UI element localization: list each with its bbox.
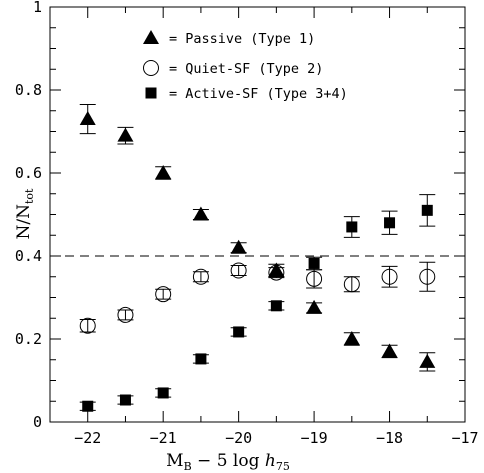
series-active-sf <box>79 194 436 412</box>
x-axis-title-base: M <box>166 451 183 471</box>
data-marks <box>79 104 436 412</box>
data-point-quiet-sf <box>117 306 134 323</box>
data-point-quiet-sf <box>306 270 323 287</box>
data-point-active-sf <box>233 326 245 338</box>
data-point-passive <box>343 331 360 345</box>
x-tick-label: −17 <box>451 429 478 447</box>
y-tick-label: 0.4 <box>15 247 42 265</box>
x-tick-label: −21 <box>150 429 177 447</box>
legend-marker-active-sf <box>145 87 157 99</box>
x-axis-title-hsub: 75 <box>276 460 290 473</box>
legend-label-active-sf: = Active-SF (Type 3+4) <box>169 86 348 102</box>
data-point-passive <box>192 206 209 221</box>
legend: = Passive (Type 1) = Quiet-SF (Type 2) = A… <box>143 30 348 102</box>
data-point-active-sf <box>82 400 94 412</box>
x-axis-title-rest: − 5 log <box>192 451 265 471</box>
x-tick-label: −20 <box>225 429 252 447</box>
data-point-passive <box>381 343 398 358</box>
y-tick-label: 0.8 <box>15 81 42 99</box>
data-point-active-sf <box>421 204 433 216</box>
data-point-quiet-sf <box>419 268 436 285</box>
data-point-quiet-sf <box>79 317 96 334</box>
data-point-passive <box>117 127 134 142</box>
y-axis-title: N/Ntot <box>14 188 36 240</box>
series-passive <box>79 104 436 372</box>
data-point-active-sf <box>195 353 207 365</box>
data-point-passive <box>79 111 96 126</box>
data-point-quiet-sf <box>192 268 209 285</box>
x-tick-label: −18 <box>376 429 403 447</box>
y-tick-label: 0 <box>33 413 42 431</box>
data-point-passive <box>306 299 323 314</box>
data-point-active-sf <box>384 217 396 229</box>
legend-label-quiet-sf: = Quiet-SF (Type 2) <box>169 61 323 77</box>
data-point-quiet-sf <box>381 268 398 285</box>
data-point-active-sf <box>157 387 169 399</box>
data-point-quiet-sf <box>343 276 360 293</box>
y-tick-label: 0.2 <box>15 330 42 348</box>
x-axis-title-h: h <box>265 451 276 471</box>
x-axis-title: MB − 5 log h75 <box>166 451 290 473</box>
y-tick-label: 1 <box>33 0 42 16</box>
x-tick-label: −22 <box>74 429 101 447</box>
axis-ticks <box>49 6 466 423</box>
legend-label-passive: = Passive (Type 1) <box>169 31 315 47</box>
data-point-quiet-sf <box>155 286 172 303</box>
data-point-active-sf <box>346 221 358 233</box>
axis-tick-labels: −22 −21 −20 −19 −18 −17 0 0.2 0.4 0.6 0.8 1 <box>15 0 479 447</box>
data-point-passive <box>230 239 247 254</box>
data-point-active-sf <box>270 300 282 312</box>
legend-marker-quiet-sf <box>143 60 159 76</box>
data-point-quiet-sf <box>230 262 247 279</box>
y-axis-title-sub: tot <box>23 188 36 204</box>
series-quiet-sf <box>79 261 436 334</box>
legend-marker-passive <box>143 30 159 44</box>
y-axis-title-base: N/N <box>14 204 34 240</box>
x-axis-title-sub: B <box>184 460 192 473</box>
data-point-passive <box>419 353 436 368</box>
y-tick-label: 0.6 <box>15 164 42 182</box>
data-point-quiet-sf <box>268 264 285 281</box>
x-tick-label: −19 <box>301 429 328 447</box>
data-point-active-sf <box>308 257 320 269</box>
data-point-passive <box>155 165 172 179</box>
data-point-active-sf <box>119 394 131 406</box>
